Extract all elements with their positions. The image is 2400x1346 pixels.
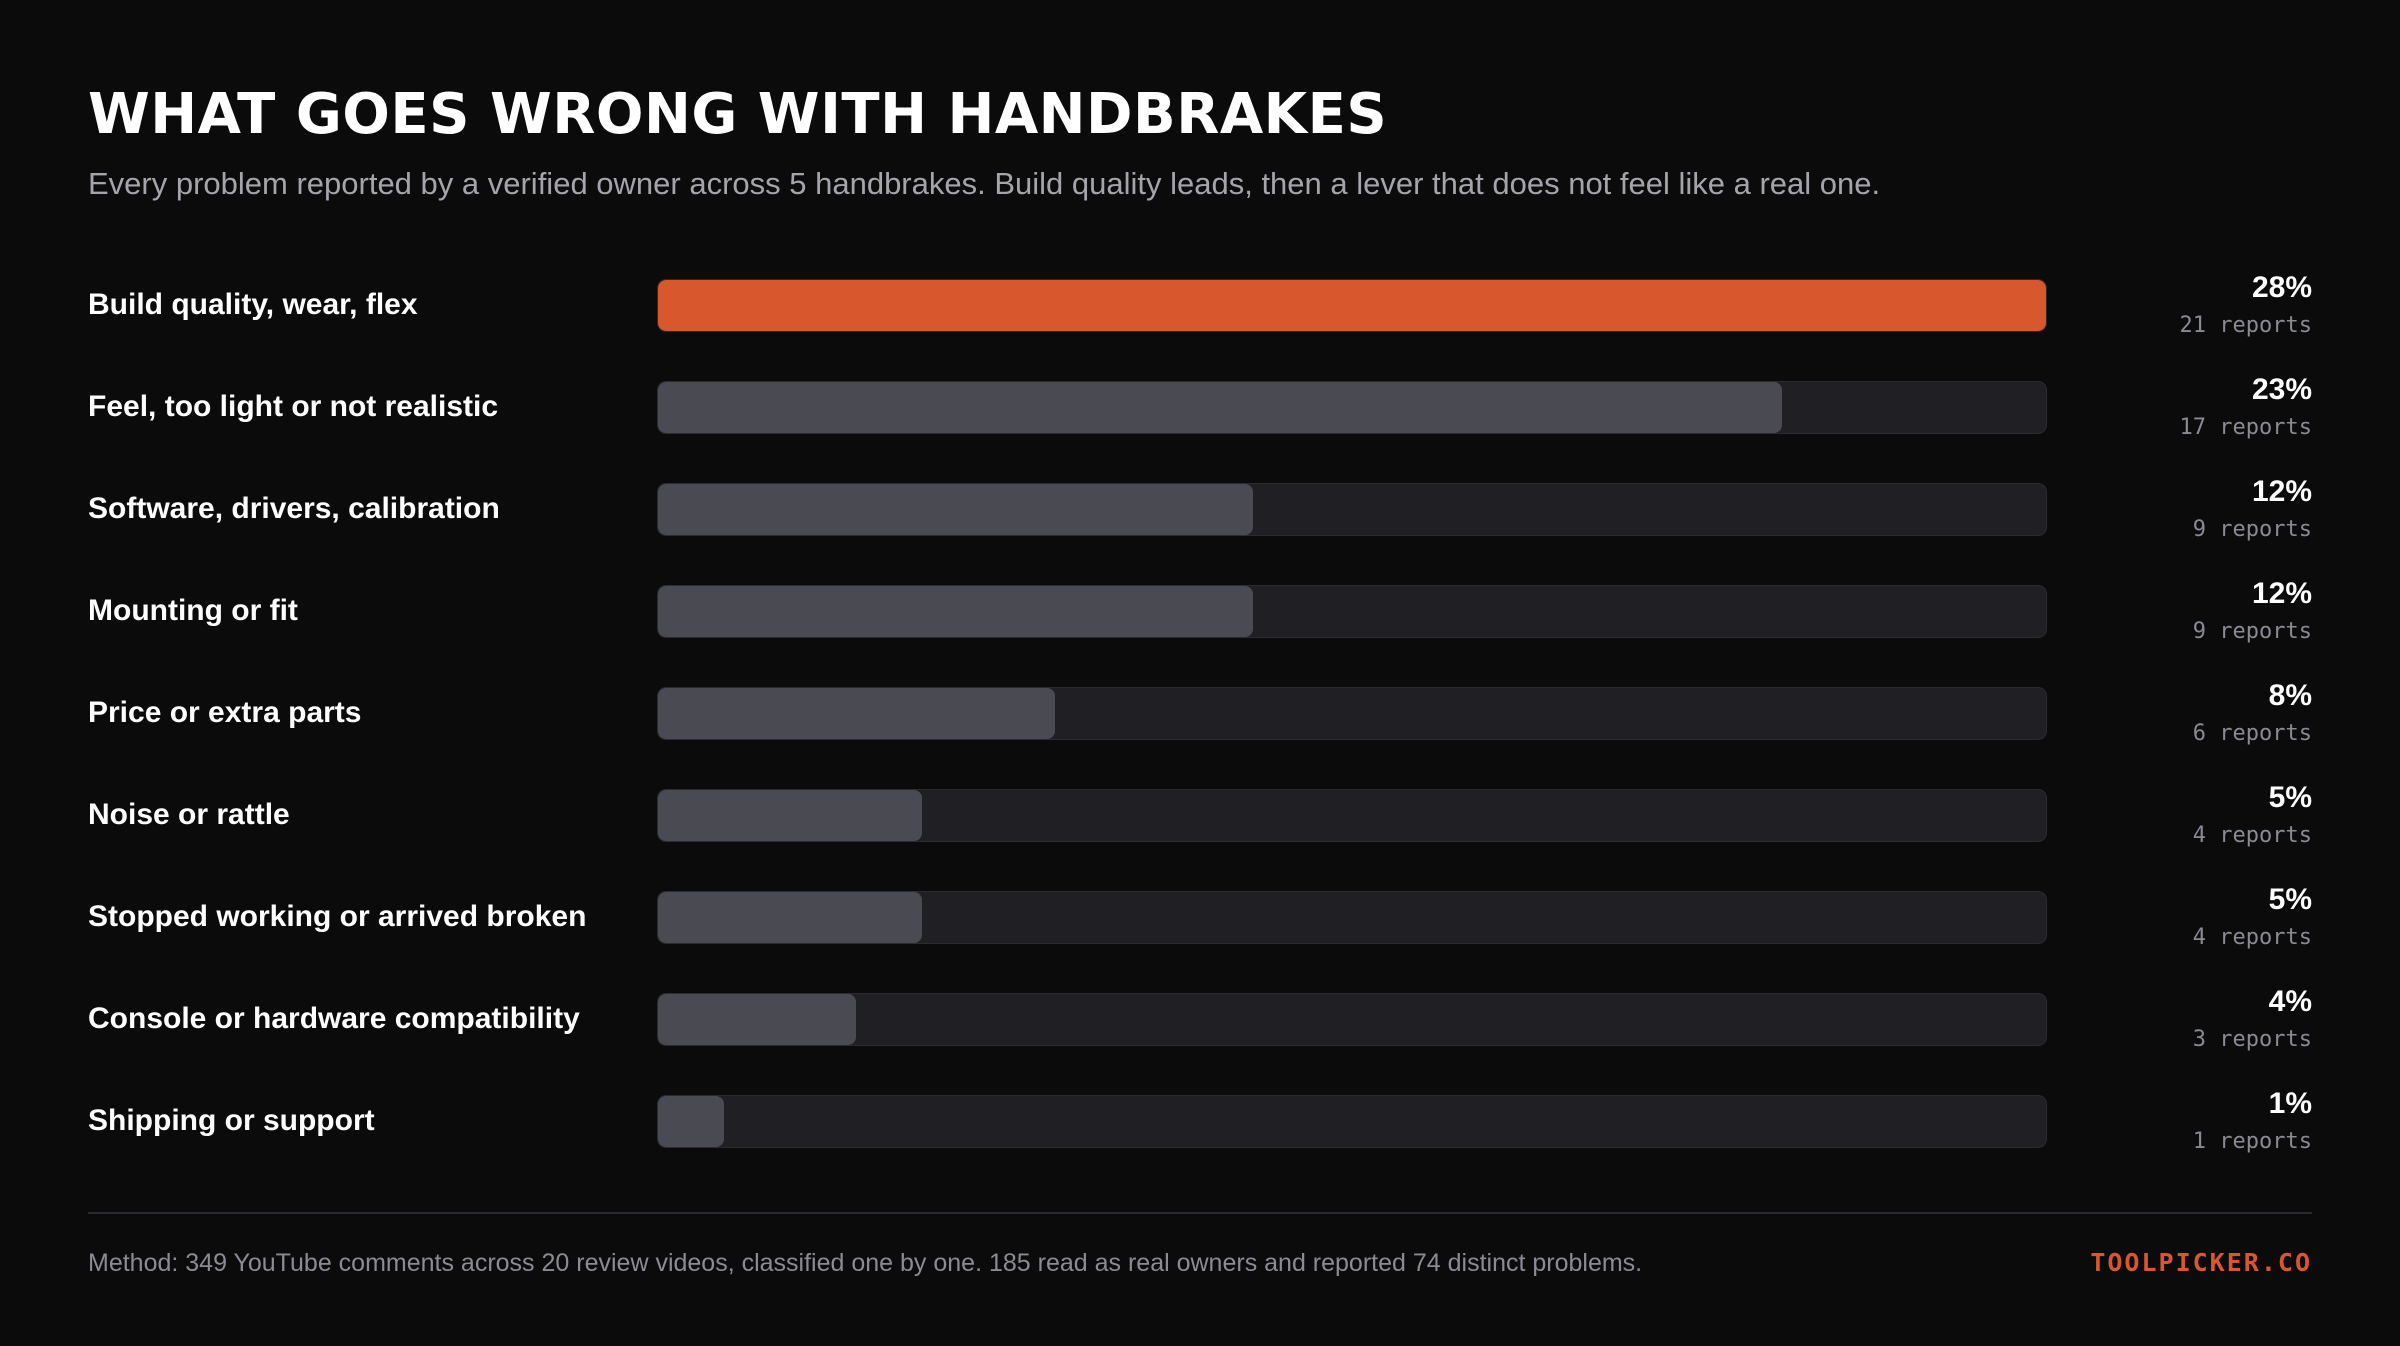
bar-track (657, 585, 2047, 638)
bar-row: Mounting or fit 12% 9 reports (88, 576, 2312, 678)
report-count-label: 9 reports (2192, 619, 2312, 644)
bar-track (657, 381, 2047, 434)
bar (658, 382, 1782, 433)
bar-row: Console or hardware compatibility 4% 3 rep… (88, 984, 2312, 1086)
category-label: Stopped working or arrived broken (88, 900, 587, 933)
report-count-label: 21 reports (2179, 313, 2312, 338)
category-label: Shipping or support (88, 1104, 375, 1137)
bar-track (657, 483, 2047, 536)
bar-track (657, 993, 2047, 1046)
percent-label: 28% (2251, 271, 2312, 304)
category-label: Software, drivers, calibration (88, 492, 500, 525)
percent-label: 12% (2251, 577, 2312, 610)
chart-subtitle: Every problem reported by a verified own… (88, 166, 1881, 201)
bar-row: Shipping or support 1% 1 reports (88, 1086, 2312, 1188)
bar-row: Stopped working or arrived broken 5% 4 rep… (88, 882, 2312, 984)
bar-track (657, 891, 2047, 944)
category-label: Feel, too light or not realistic (88, 390, 499, 423)
bar (658, 280, 2046, 331)
percent-label: 1% (2268, 1087, 2312, 1120)
chart-title: WHAT GOES WRONG WITH HANDBRAKES (88, 82, 1388, 147)
report-count-label: 1 reports (2192, 1129, 2312, 1154)
report-count-label: 3 reports (2192, 1027, 2312, 1052)
bar-track (657, 1095, 2047, 1148)
bar-track (657, 789, 2047, 842)
bar (658, 1096, 725, 1147)
bar-row: Noise or rattle 5% 4 reports (88, 780, 2312, 882)
chart-card: WHAT GOES WRONG WITH HANDBRAKES Every pr… (88, 0, 2312, 1346)
bar (658, 892, 923, 943)
bar-track (657, 279, 2047, 332)
category-label: Mounting or fit (88, 594, 298, 627)
bar (658, 586, 1253, 637)
method-note: Method: 349 YouTube comments across 20 r… (88, 1249, 1643, 1277)
percent-label: 5% (2268, 781, 2312, 814)
category-label: Console or hardware compatibility (88, 1002, 580, 1035)
bar-rows: Build quality, wear, flex 28% 21 reports Fe… (88, 270, 2312, 1188)
category-label: Build quality, wear, flex (88, 288, 418, 321)
brand-logo[interactable]: TOOLPICKER.CO (2090, 1248, 2312, 1277)
footer-divider (88, 1212, 2312, 1214)
bar (658, 688, 1055, 739)
report-count-label: 4 reports (2192, 823, 2312, 848)
category-label: Noise or rattle (88, 798, 290, 831)
bar (658, 484, 1253, 535)
bar (658, 790, 923, 841)
bar-row: Build quality, wear, flex 28% 21 reports (88, 270, 2312, 372)
report-count-label: 9 reports (2192, 517, 2312, 542)
report-count-label: 6 reports (2192, 721, 2312, 746)
bar-row: Price or extra parts 8% 6 reports (88, 678, 2312, 780)
percent-label: 12% (2251, 475, 2312, 508)
bar-row: Feel, too light or not realistic 23% 17 re… (88, 372, 2312, 474)
report-count-label: 4 reports (2192, 925, 2312, 950)
percent-label: 8% (2268, 679, 2312, 712)
report-count-label: 17 reports (2179, 415, 2312, 440)
percent-label: 23% (2251, 373, 2312, 406)
bar (658, 994, 857, 1045)
percent-label: 4% (2268, 985, 2312, 1018)
percent-label: 5% (2268, 883, 2312, 916)
bar-row: Software, drivers, calibration 12% 9 repor… (88, 474, 2312, 576)
category-label: Price or extra parts (88, 696, 362, 729)
bar-track (657, 687, 2047, 740)
